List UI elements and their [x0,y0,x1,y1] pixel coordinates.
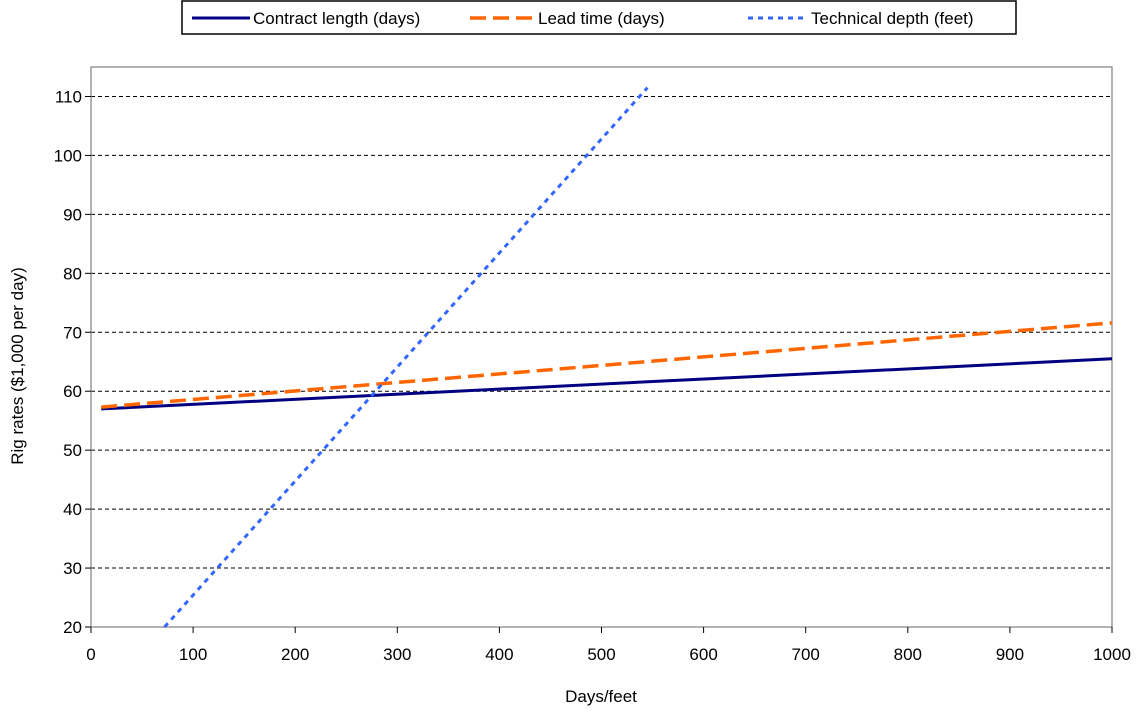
legend-label-lead-time: Lead time (days) [538,9,665,28]
y-tick-label: 30 [63,559,82,578]
x-tick-label: 900 [996,645,1024,664]
series-contract-length [101,357,1113,411]
plot-area [90,66,1113,628]
x-tick-label: 100 [179,645,207,664]
y-tick-label: 100 [54,146,82,165]
y-tick-label: 40 [63,500,82,519]
x-tick-label: 400 [485,645,513,664]
series-layer [101,86,1113,629]
legend-label-contract-length: Contract length (days) [253,9,420,28]
x-axis: 0 100 200 300 400 500 600 700 800 900 1000 [86,627,1131,664]
y-axis-title: Rig rates ($1,000 per day) [8,267,27,465]
series-lead-time [101,321,1113,409]
x-tick-label: 800 [894,645,922,664]
series-technical-depth [163,86,649,629]
x-tick-label: 500 [587,645,615,664]
legend-box [181,0,1017,35]
legend: Contract length (days) Lead time (days) … [181,0,1017,35]
y-tick-label: 90 [63,205,82,224]
x-tick-label: 700 [792,645,820,664]
x-tick-label: 300 [383,645,411,664]
y-tick-label: 110 [55,87,82,106]
x-tick-label: 1000 [1093,645,1131,664]
y-tick-label: 80 [63,264,82,283]
legend-label-technical-depth: Technical depth (feet) [811,9,974,28]
y-axis: 20 30 40 50 60 70 80 90 100 110 [54,87,91,637]
x-axis-title: Days/feet [565,687,637,706]
y-tick-label: 50 [63,441,82,460]
gridlines [91,95,1112,569]
x-tick-label: 0 [86,645,95,664]
x-tick-label: 600 [689,645,717,664]
x-tick-label: 200 [281,645,309,664]
y-tick-label: 70 [63,323,82,342]
y-tick-label: 60 [63,382,82,401]
y-tick-label: 20 [63,618,82,637]
